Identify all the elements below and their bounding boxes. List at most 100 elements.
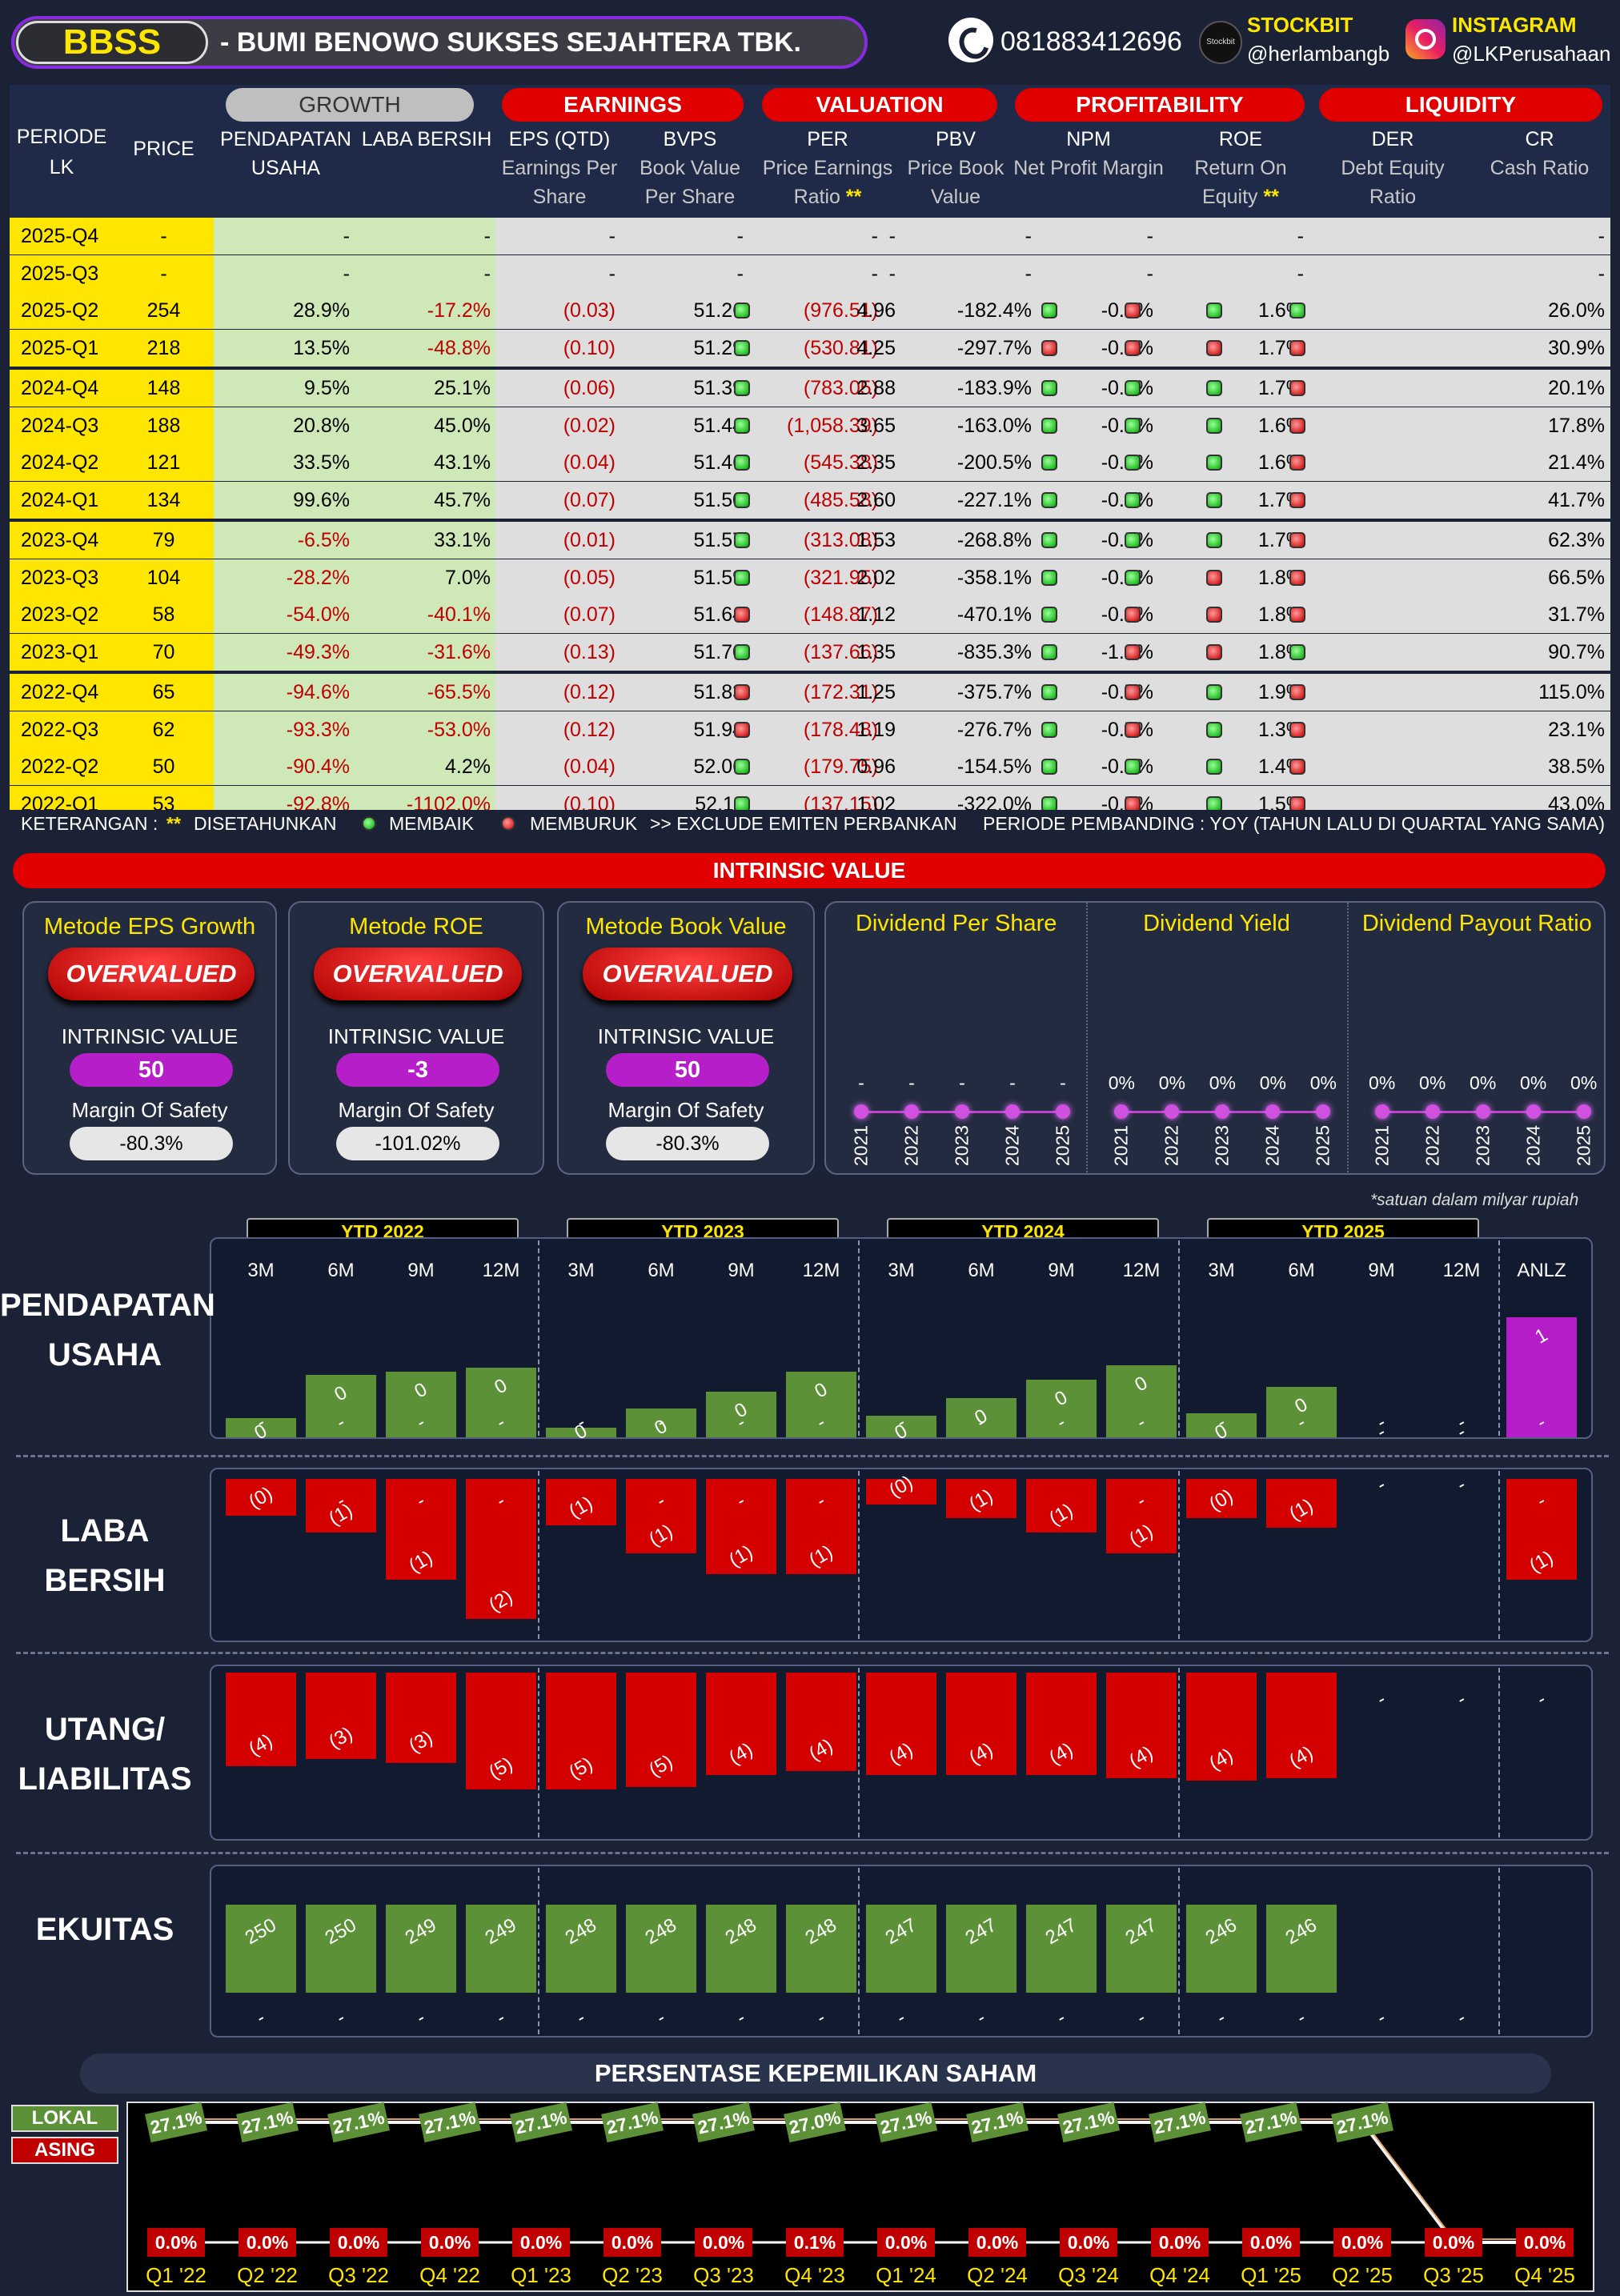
price-cell: 62: [152, 718, 175, 741]
instagram-user[interactable]: @LKPerusahaan: [1452, 42, 1611, 66]
table-row: 2024-Q3 188 20.8% 45.0% (0.02) 51.44 (1,058.39…: [10, 407, 1610, 444]
cr-value: 20.1%: [1548, 377, 1605, 399]
green-dot-icon: [1125, 455, 1141, 471]
revenue-growth: -49.3%: [286, 640, 350, 663]
cr-value: 66.5%: [1548, 566, 1605, 589]
table-row: 2024-Q1 134 99.6% 45.7% (0.07) 51.50 (485.58) 2…: [10, 481, 1610, 519]
divider: [1346, 903, 1349, 1175]
year-label: 2025: [1312, 1124, 1333, 1167]
red-dot-icon: [1125, 643, 1141, 660]
intrinsic-label: INTRINSIC VALUE: [61, 1024, 239, 1048]
ytd-separator: [538, 1868, 539, 2034]
der-value: -: [1297, 262, 1304, 285]
revenue-bar: [1106, 1365, 1177, 1437]
cr-value: 21.4%: [1548, 451, 1605, 474]
asing-legend: ASING: [11, 2137, 118, 2164]
npm-value: -182.4%: [956, 299, 1032, 322]
ratio-cells: (0.04)52.06(179.75)0.96-154.5%-0.5%1.4%3…: [495, 748, 1610, 785]
roe-value: -: [1146, 225, 1153, 247]
green-dot-icon: [734, 643, 750, 660]
period-cell: 2024-Q2: [10, 444, 214, 481]
section-separator: [16, 1652, 1609, 1654]
green-dot-icon: [1125, 417, 1141, 434]
eps-value: (0.12): [563, 718, 616, 741]
dividend-point: [1114, 1104, 1129, 1119]
npm-value: -835.3%: [956, 640, 1032, 663]
group-profitability: PROFITABILITY: [1015, 88, 1305, 122]
profit-growth: 33.1%: [434, 529, 491, 551]
period-cell: 2023-Q4: [10, 522, 214, 559]
equity-bar: [786, 1905, 856, 1993]
eps-value: (0.03): [563, 299, 616, 322]
cr-value: 90.7%: [1548, 640, 1605, 663]
green-dot-icon: [1206, 303, 1222, 319]
red-dot-icon: [1041, 339, 1057, 356]
asing-value: 0.0%: [330, 2228, 387, 2257]
asing-value: 0.0%: [1333, 2228, 1391, 2257]
phone-number[interactable]: 081883412696: [1000, 26, 1182, 57]
red-dot-icon: [1289, 721, 1305, 738]
revenue-bar: [466, 1368, 536, 1437]
red-dot-icon: [1125, 339, 1141, 356]
dividend-point: [955, 1104, 969, 1119]
dividend-value: 0%: [1158, 1072, 1185, 1093]
eps-value: (0.01): [563, 529, 616, 551]
dividend-panel: Dividend Per Share - 2021 - 2022 - 2023 - 2024 - 2…: [824, 901, 1606, 1175]
profit-bar: [1186, 1479, 1257, 1518]
divider: [1086, 903, 1089, 1175]
legend-better: MEMBAIK: [389, 813, 475, 834]
price-cell: 148: [146, 377, 181, 399]
profit-growth: -: [483, 225, 491, 247]
dividend-point: [1165, 1104, 1180, 1119]
liability-bar: [466, 1673, 536, 1789]
lokal-legend: LOKAL: [11, 2105, 118, 2132]
green-dot-icon: [734, 569, 750, 586]
month-header: 6M: [648, 1260, 675, 1281]
profit-growth: -31.6%: [427, 640, 491, 663]
cr-value: 17.8%: [1548, 414, 1605, 437]
mos-label: Margin Of Safety: [71, 1098, 228, 1122]
green-dot-icon: [1206, 532, 1222, 548]
table-header: GROWTH EARNINGS VALUATION PROFITABILITY …: [10, 85, 1610, 218]
per-value: (1,058.39): [787, 414, 878, 437]
red-dot-icon: [1125, 607, 1141, 623]
revenue-bar: [546, 1428, 616, 1437]
roe-value: -: [1146, 262, 1153, 285]
green-dot-icon: [734, 303, 750, 319]
revenue-growth: -90.4%: [286, 755, 350, 778]
quarter-label: Q3 '25: [1423, 2263, 1484, 2287]
revenue-growth: -28.2%: [286, 566, 350, 589]
price-cell: 50: [152, 755, 175, 778]
ownership-chart: 27.1% 0.0% 27.1% 0.0% 27.1% 0.0% 27.1% 0.0% 27.1…: [126, 2102, 1594, 2292]
intrinsic-label: INTRINSIC VALUE: [597, 1024, 775, 1048]
stockbit-user[interactable]: @herlambangb: [1247, 42, 1390, 66]
cr-value: 31.7%: [1548, 603, 1605, 626]
revenue-bar: [226, 1418, 296, 1437]
ratio-cells: (0.10)51.29(530.81)4.25-297.7%-0.8%1.7%3…: [495, 329, 1610, 367]
dividend-title: Dividend Yield: [1143, 911, 1290, 936]
green-dot-icon: [362, 816, 376, 831]
cr-value: 23.1%: [1548, 718, 1605, 741]
npm-value: -200.5%: [956, 451, 1032, 474]
npm-value: -163.0%: [956, 414, 1032, 437]
asing-value: 0.0%: [421, 2228, 479, 2257]
liability-bar: [306, 1673, 376, 1759]
month-header: 9M: [1368, 1260, 1395, 1281]
col-der-sub: Debt Equity Ratio: [1341, 157, 1445, 208]
quarter-label: Q3 '22: [328, 2263, 389, 2287]
growth-cells: -93.3% -53.0%: [214, 711, 495, 748]
green-dot-icon: [734, 417, 750, 434]
green-dot-icon: [1041, 607, 1057, 623]
ekuitas-title: EKUITAS: [35, 1912, 174, 1947]
ratio-cells: (0.12)51.83(172.31)1.25-375.7%-0.7%1.9%1…: [495, 674, 1610, 711]
month-header: 9M: [728, 1260, 755, 1281]
profit-bar: [306, 1479, 376, 1533]
ytd-separator: [538, 1471, 539, 1639]
month-header: 9M: [1048, 1260, 1075, 1281]
year-label: 2021: [850, 1124, 872, 1167]
growth-cells: --: [214, 218, 495, 254]
liability-bar: [1186, 1673, 1257, 1781]
ratio-cells: (0.05)51.59(321.95)2.02-358.1%-0.6%1.8%6…: [495, 559, 1610, 596]
laba-title: LABA BERSIH: [44, 1513, 166, 1598]
ratio-cells: (0.07)51.50(485.58)2.60-227.1%-0.5%1.7%4…: [495, 481, 1610, 519]
